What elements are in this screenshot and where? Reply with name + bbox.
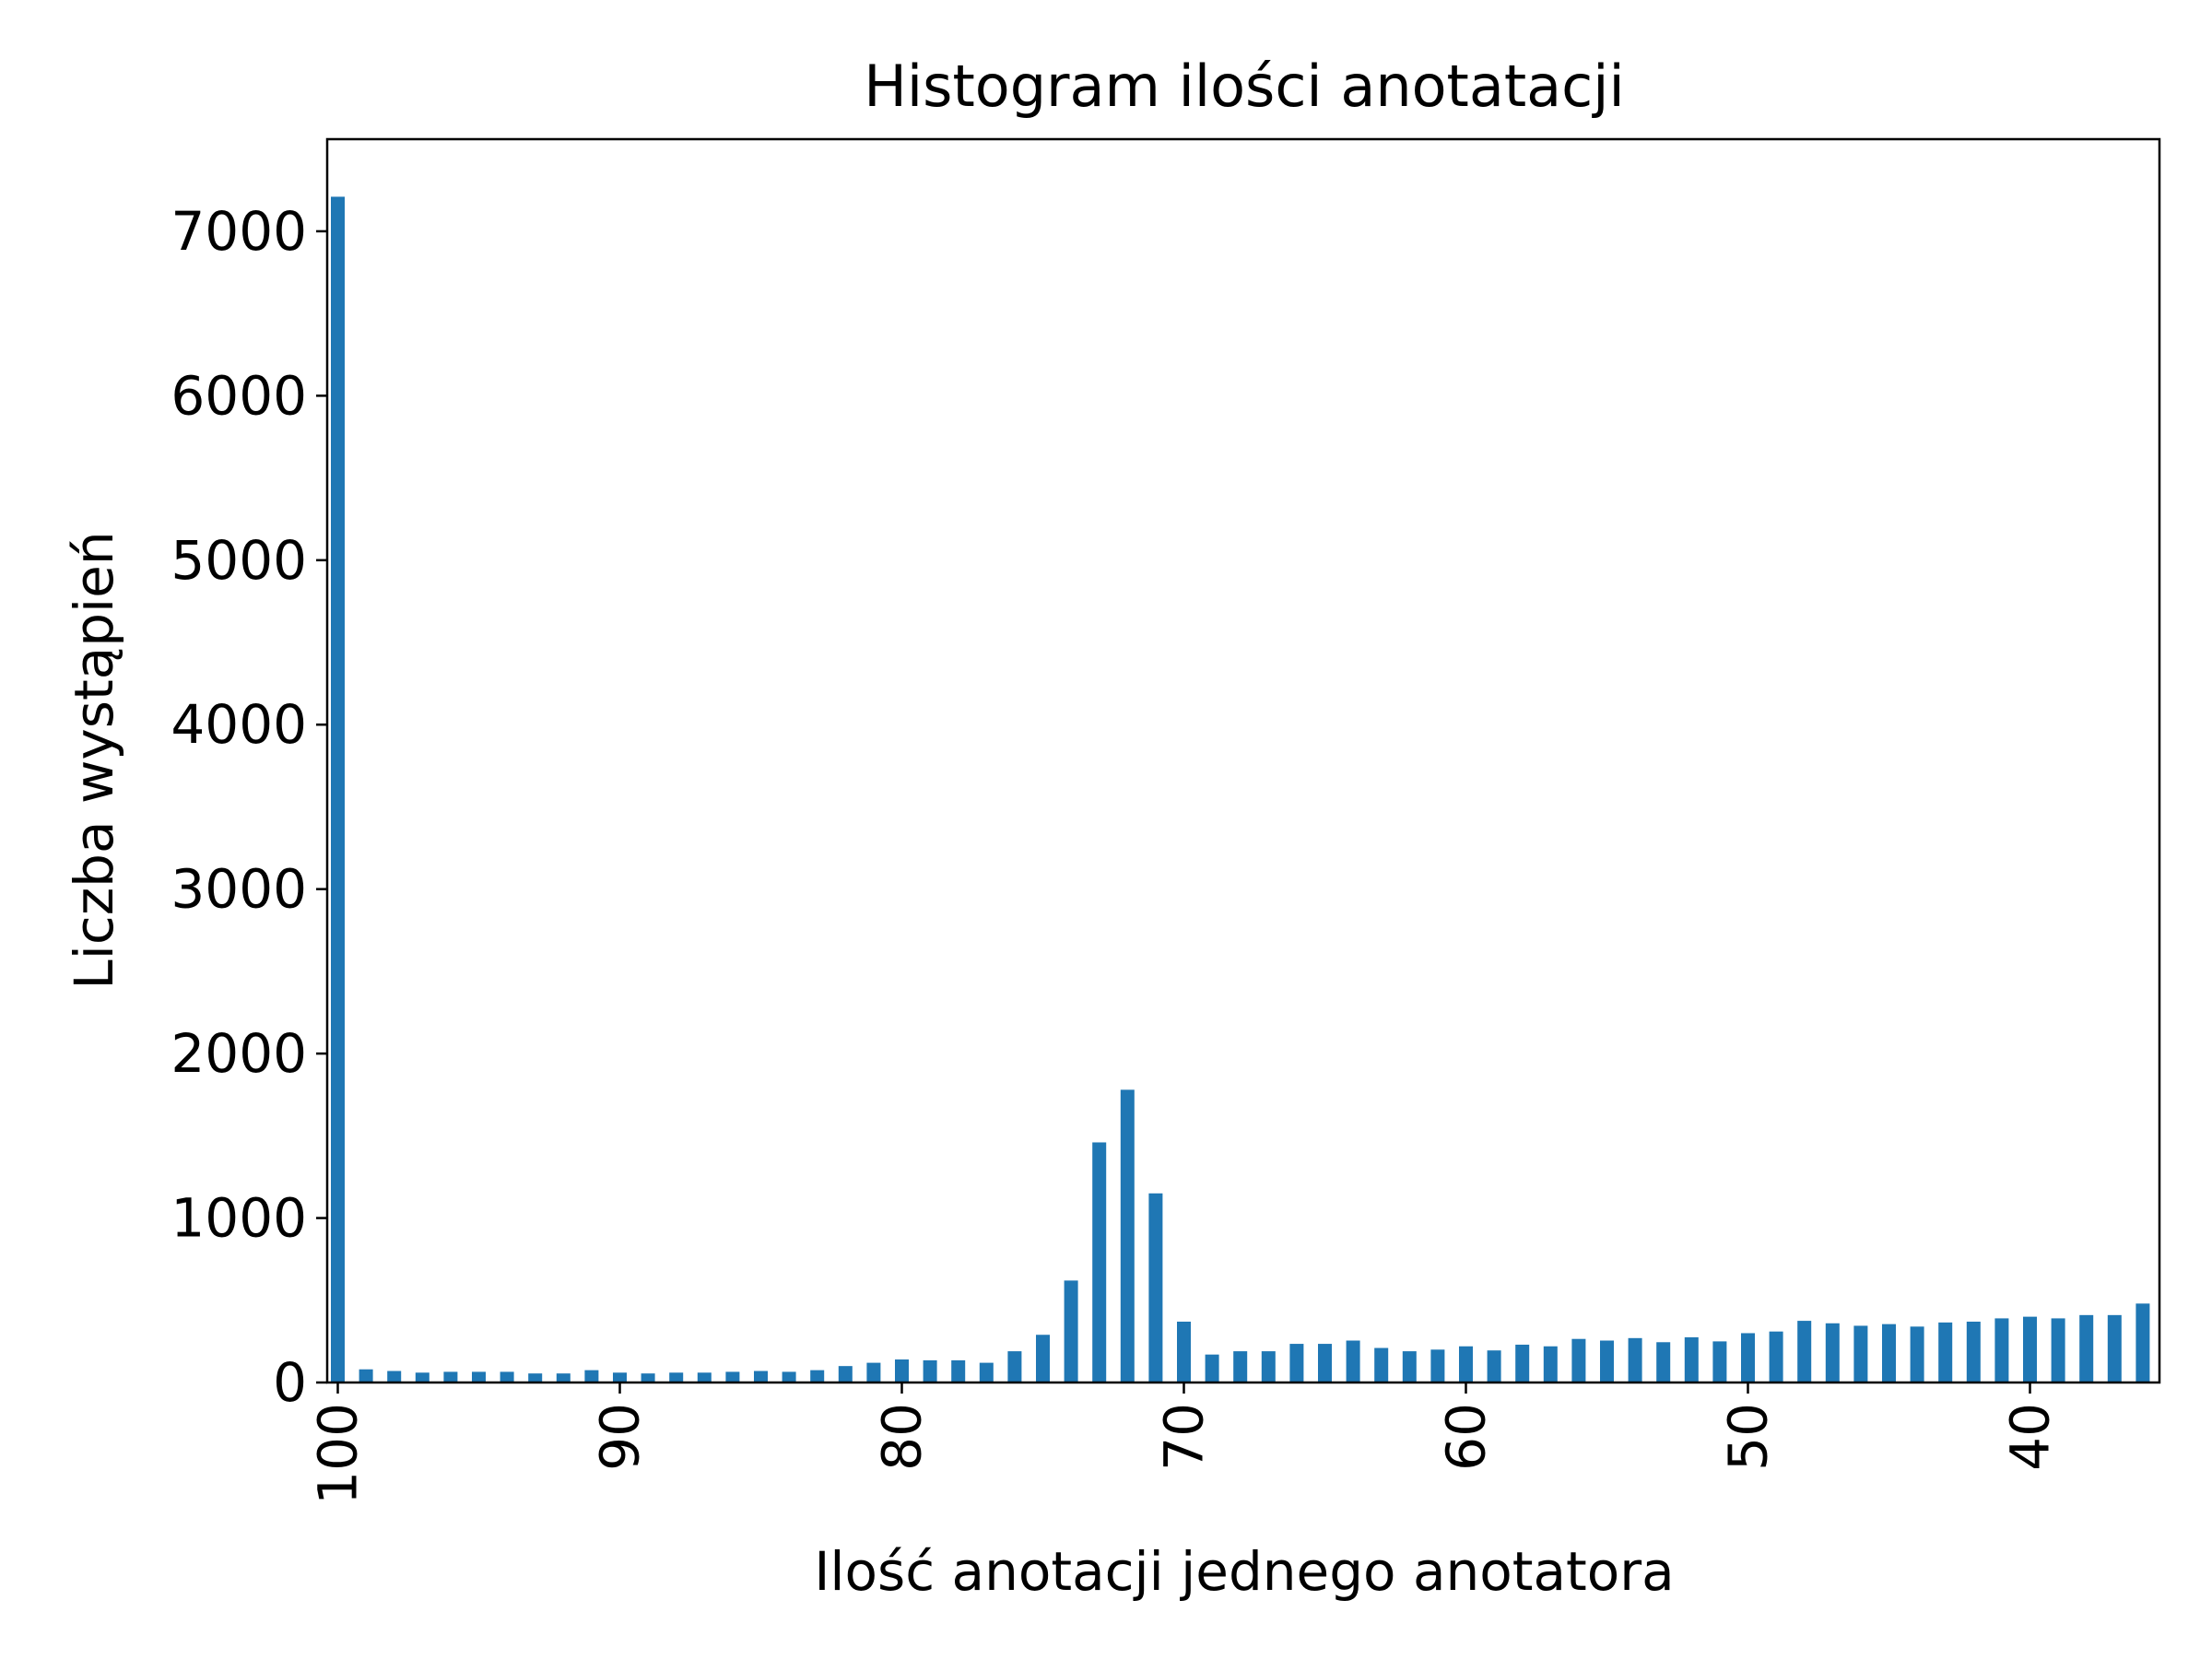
x-tick-label-50: 50 <box>1717 1403 1780 1471</box>
x-axis-ticks: 100 90 80 70 60 50 40 <box>307 1382 2062 1505</box>
bar-38 <box>2079 1314 2094 1382</box>
bar-96 <box>443 1371 458 1382</box>
bar-63 <box>1374 1347 1389 1382</box>
bar-65 <box>1318 1344 1332 1382</box>
bar-71 <box>1148 1193 1163 1382</box>
bar-91 <box>584 1370 599 1382</box>
x-tick-label-80: 80 <box>871 1403 934 1471</box>
bar-100 <box>331 196 345 1383</box>
y-tick-label-7000: 7000 <box>171 200 307 263</box>
plot-frame <box>325 137 2161 1384</box>
bar-43 <box>1938 1322 1953 1382</box>
bars-group <box>331 196 2150 1383</box>
bar-78 <box>951 1359 966 1382</box>
bar-67 <box>1261 1351 1276 1382</box>
bar-45 <box>1882 1324 1896 1382</box>
bar-88 <box>669 1372 684 1382</box>
bar-98 <box>387 1371 402 1382</box>
bar-54 <box>1628 1337 1642 1382</box>
y-tick-label-5000: 5000 <box>171 529 307 592</box>
bar-48 <box>1797 1321 1812 1382</box>
bar-40 <box>2023 1316 2037 1382</box>
bar-62 <box>1402 1351 1417 1382</box>
bar-42 <box>1966 1321 1981 1382</box>
bar-87 <box>697 1372 712 1382</box>
x-axis-label: Ilość anotacji jednego anotatora <box>814 1540 1674 1603</box>
bar-74 <box>1064 1280 1078 1382</box>
x-tick-label-100: 100 <box>307 1403 370 1505</box>
bar-93 <box>528 1373 543 1382</box>
y-tick-label-6000: 6000 <box>171 364 307 427</box>
bar-69 <box>1205 1354 1219 1382</box>
bar-51 <box>1712 1341 1727 1382</box>
bar-82 <box>838 1366 853 1382</box>
y-axis-label: Liczba wystąpień <box>63 531 125 989</box>
bar-55 <box>1600 1340 1614 1382</box>
bar-37 <box>2107 1314 2122 1382</box>
bar-41 <box>1994 1318 2009 1382</box>
bar-66 <box>1289 1344 1304 1382</box>
bar-97 <box>415 1372 429 1382</box>
bar-89 <box>641 1373 655 1382</box>
bar-70 <box>1177 1321 1191 1382</box>
bar-61 <box>1430 1349 1445 1382</box>
bar-53 <box>1656 1342 1671 1382</box>
bar-36 <box>2136 1303 2150 1382</box>
bar-49 <box>1769 1331 1783 1382</box>
bar-73 <box>1092 1142 1107 1382</box>
bar-84 <box>782 1371 796 1382</box>
bar-86 <box>725 1371 740 1382</box>
bar-44 <box>1910 1326 1924 1382</box>
bar-92 <box>556 1373 571 1382</box>
y-axis-ticks: 0 1000 2000 3000 4000 5000 6000 7000 <box>171 200 327 1414</box>
bar-58 <box>1515 1344 1530 1382</box>
bar-81 <box>866 1362 881 1382</box>
bar-60 <box>1459 1346 1473 1382</box>
x-tick-label-60: 60 <box>1435 1403 1498 1471</box>
bar-85 <box>754 1371 768 1382</box>
bar-94 <box>500 1371 514 1382</box>
bar-64 <box>1346 1340 1360 1382</box>
y-tick-label-4000: 4000 <box>171 693 307 756</box>
y-tick-label-2000: 2000 <box>171 1022 307 1085</box>
chart-title: Histogram ilości anotatacji <box>864 53 1624 120</box>
bar-39 <box>2051 1318 2065 1382</box>
bar-47 <box>1825 1323 1840 1382</box>
bar-75 <box>1036 1335 1050 1382</box>
x-tick-label-70: 70 <box>1153 1403 1216 1471</box>
bar-56 <box>1571 1338 1586 1382</box>
bar-46 <box>1853 1325 1868 1382</box>
bar-72 <box>1120 1089 1135 1382</box>
bar-59 <box>1487 1350 1501 1382</box>
x-tick-label-90: 90 <box>589 1403 652 1471</box>
bar-50 <box>1741 1333 1755 1382</box>
x-tick-label-40: 40 <box>1999 1403 2062 1471</box>
bar-57 <box>1543 1346 1558 1382</box>
bar-90 <box>613 1372 627 1382</box>
y-tick-label-3000: 3000 <box>171 858 307 921</box>
bar-52 <box>1684 1336 1699 1382</box>
bar-80 <box>895 1359 909 1382</box>
bar-79 <box>923 1359 937 1382</box>
y-tick-label-0: 0 <box>273 1351 307 1414</box>
bar-76 <box>1007 1351 1022 1382</box>
bar-68 <box>1233 1351 1248 1382</box>
bar-95 <box>472 1371 486 1382</box>
bar-77 <box>979 1362 994 1382</box>
y-tick-label-1000: 1000 <box>171 1187 307 1250</box>
bar-83 <box>810 1370 825 1382</box>
bar-99 <box>359 1369 373 1382</box>
